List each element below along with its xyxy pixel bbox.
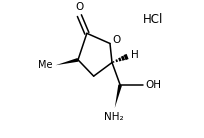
Text: O: O bbox=[75, 2, 83, 12]
Text: OH: OH bbox=[145, 80, 161, 90]
Text: H: H bbox=[130, 50, 138, 60]
Polygon shape bbox=[114, 85, 121, 108]
Text: NH₂: NH₂ bbox=[104, 112, 123, 122]
Text: HCl: HCl bbox=[143, 13, 163, 26]
Polygon shape bbox=[55, 58, 78, 65]
Text: O: O bbox=[111, 35, 120, 45]
Text: Me: Me bbox=[38, 60, 52, 70]
